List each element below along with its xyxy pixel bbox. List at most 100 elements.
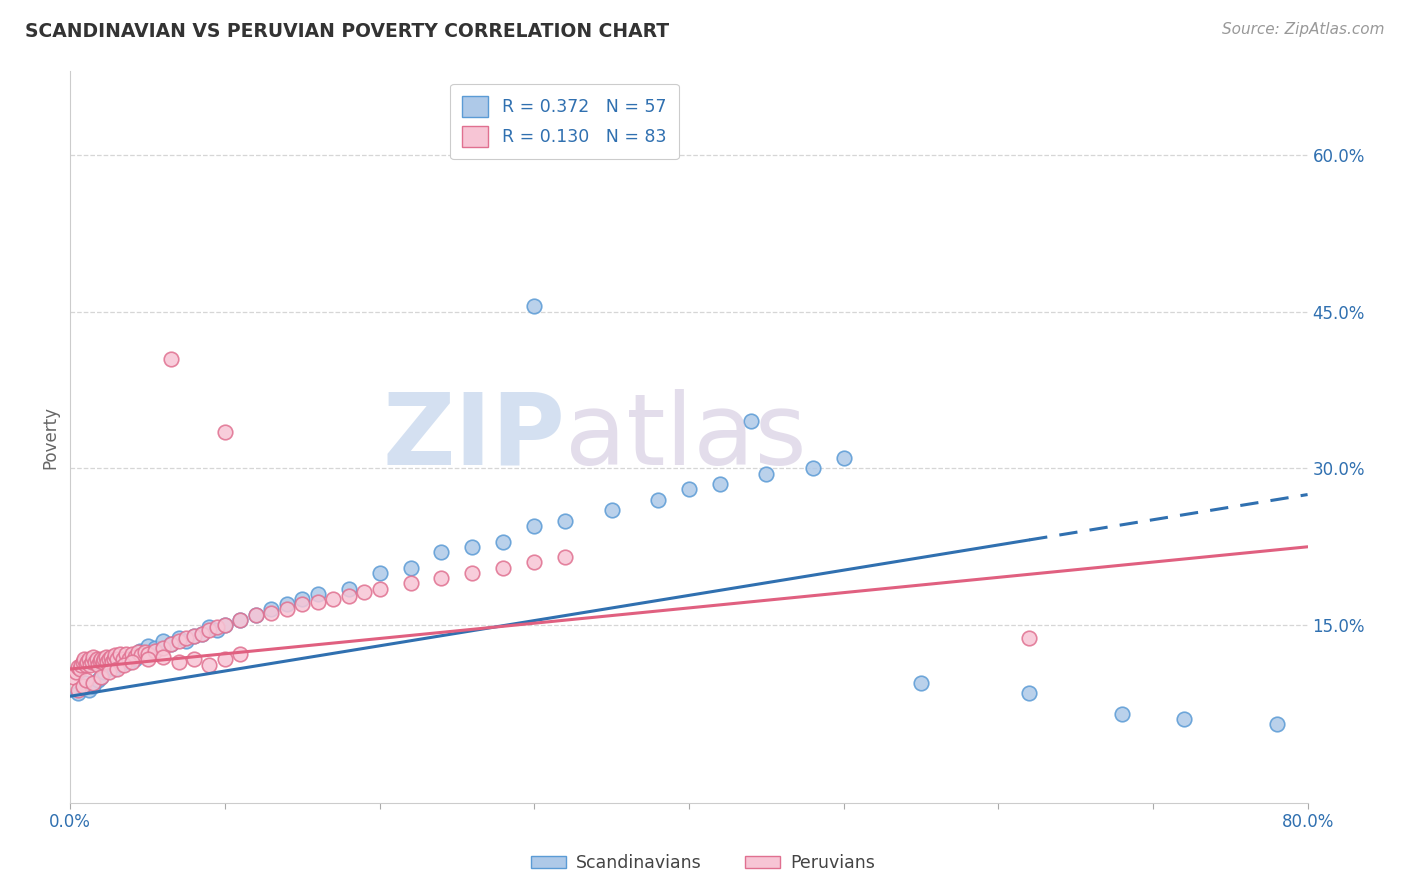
Point bbox=[77, 682, 100, 697]
Point bbox=[98, 665, 120, 680]
Point bbox=[124, 649, 146, 664]
Point bbox=[91, 655, 114, 669]
Point bbox=[72, 679, 94, 693]
Point bbox=[801, 461, 824, 475]
Point bbox=[108, 657, 131, 672]
Point bbox=[104, 648, 127, 663]
Point bbox=[134, 645, 156, 659]
Point bbox=[647, 492, 669, 507]
Point bbox=[174, 633, 197, 648]
Point bbox=[82, 675, 105, 690]
Point bbox=[152, 649, 174, 664]
Point bbox=[98, 660, 120, 674]
Point bbox=[114, 657, 135, 672]
Point bbox=[115, 648, 138, 662]
Point bbox=[79, 657, 101, 672]
Point bbox=[67, 660, 90, 674]
Point bbox=[67, 686, 90, 700]
Point bbox=[114, 651, 135, 665]
Point bbox=[87, 673, 110, 687]
Point bbox=[90, 670, 112, 684]
Point bbox=[84, 655, 107, 669]
Point bbox=[430, 545, 453, 559]
Point bbox=[129, 644, 152, 658]
Point bbox=[121, 649, 143, 664]
Point bbox=[75, 675, 97, 690]
Point bbox=[245, 607, 267, 622]
Point bbox=[89, 654, 111, 668]
Point bbox=[183, 629, 205, 643]
Point bbox=[368, 582, 391, 596]
Point bbox=[183, 629, 205, 643]
Point bbox=[832, 450, 855, 465]
Point bbox=[134, 648, 156, 662]
Point bbox=[709, 477, 731, 491]
Point bbox=[740, 414, 762, 428]
Point bbox=[1265, 717, 1288, 731]
Point bbox=[214, 651, 236, 665]
Text: ZIP: ZIP bbox=[382, 389, 565, 485]
Point bbox=[127, 645, 149, 659]
Point bbox=[1173, 712, 1195, 726]
Point bbox=[214, 425, 236, 439]
Point bbox=[87, 657, 110, 672]
Point bbox=[291, 597, 314, 611]
Point bbox=[90, 670, 112, 684]
Point bbox=[337, 582, 360, 596]
Point bbox=[145, 641, 166, 656]
Point bbox=[523, 556, 546, 570]
Point bbox=[70, 657, 93, 672]
Point bbox=[145, 644, 166, 658]
Point bbox=[191, 626, 214, 640]
Point bbox=[1018, 631, 1040, 645]
Point bbox=[461, 540, 484, 554]
Point bbox=[207, 624, 229, 638]
Point bbox=[94, 649, 117, 664]
Point bbox=[368, 566, 391, 580]
Point bbox=[523, 519, 546, 533]
Text: Source: ZipAtlas.com: Source: ZipAtlas.com bbox=[1222, 22, 1385, 37]
Point bbox=[276, 602, 298, 616]
Point bbox=[229, 613, 252, 627]
Point bbox=[75, 657, 97, 672]
Point bbox=[276, 597, 298, 611]
Point bbox=[105, 655, 128, 669]
Point bbox=[93, 651, 115, 665]
Point bbox=[183, 651, 205, 665]
Point bbox=[136, 648, 159, 662]
Point bbox=[430, 571, 453, 585]
Point bbox=[322, 592, 344, 607]
Point bbox=[72, 681, 94, 695]
Point bbox=[1111, 706, 1133, 721]
Point bbox=[260, 602, 283, 616]
Point bbox=[198, 620, 221, 634]
Text: atlas: atlas bbox=[565, 389, 807, 485]
Point bbox=[198, 624, 221, 638]
Point bbox=[461, 566, 484, 580]
Point bbox=[337, 589, 360, 603]
Point bbox=[86, 651, 108, 665]
Point bbox=[111, 651, 134, 665]
Point bbox=[245, 607, 267, 622]
Point bbox=[75, 673, 97, 687]
Legend: R = 0.372   N = 57, R = 0.130   N = 83: R = 0.372 N = 57, R = 0.130 N = 83 bbox=[450, 84, 679, 159]
Point bbox=[103, 651, 125, 665]
Point bbox=[76, 655, 98, 669]
Point bbox=[67, 682, 90, 697]
Point bbox=[307, 587, 329, 601]
Point bbox=[96, 655, 118, 669]
Point bbox=[108, 648, 131, 662]
Point bbox=[118, 655, 141, 669]
Legend: Scandinavians, Peruvians: Scandinavians, Peruvians bbox=[524, 847, 882, 879]
Point bbox=[678, 483, 700, 497]
Point bbox=[353, 584, 375, 599]
Point bbox=[73, 651, 96, 665]
Point bbox=[910, 675, 932, 690]
Point bbox=[90, 651, 112, 665]
Point bbox=[136, 651, 159, 665]
Point bbox=[82, 649, 105, 664]
Point bbox=[492, 534, 515, 549]
Point bbox=[118, 651, 141, 665]
Point bbox=[554, 514, 576, 528]
Point bbox=[131, 648, 153, 663]
